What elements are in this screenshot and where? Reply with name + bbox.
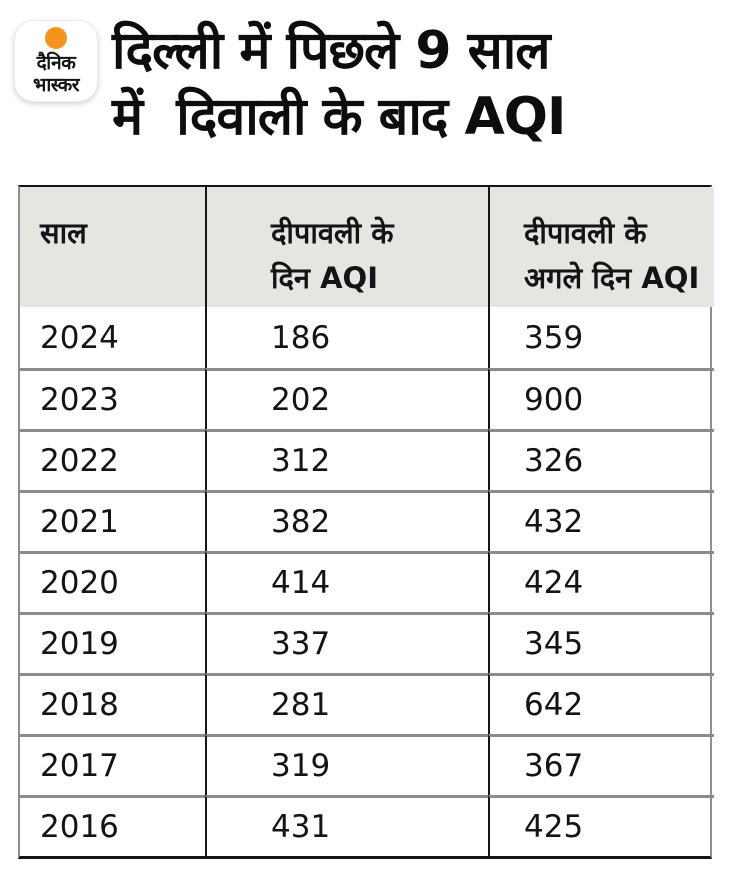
col-header-diwali-day-line2: दिन AQI [271,261,378,295]
title-line-1: दिल्ली में पिछले 9 साल [112,21,551,81]
next-day-aqi-cell: 432 [488,490,714,551]
col-header-year-label: साल [40,216,87,250]
col-header-next-day-line1: दीपावली के [524,216,647,250]
sun-dot-icon [45,26,67,49]
year-cell: 2018 [20,673,205,734]
year-cell: 2024 [40,319,119,356]
diwali-day-aqi-cell: 312 [205,429,488,490]
diwali-day-aqi-cell: 319 [205,734,488,795]
next-day-aqi-cell: 326 [488,429,714,490]
diwali-day-aqi-cell: 281 [205,673,488,734]
aqi-table: साल दीपावली के दिन AQI दीपावली के अगले द… [18,185,714,859]
year-cell: 2019 [20,612,205,673]
logo-text-line1: दैनिक [36,51,76,74]
year-cell: 2017 [20,734,205,795]
col-header-diwali-day-line1: दीपावली के [271,216,394,250]
next-day-aqi-cell: 425 [488,795,714,856]
year-cell: 2022 [20,429,205,490]
col-header-next-day-line2: अगले दिन AQI [524,261,700,295]
next-day-aqi-cell: 345 [488,612,714,673]
col-header-next-day: दीपावली के अगले दिन AQI [488,187,714,307]
diwali-day-aqi-cell: 202 [205,368,488,429]
diwali-day-aqi-cell: 337 [205,612,488,673]
year-cell: 2021 [20,490,205,551]
diwali-day-aqi-cell: 186 [205,307,488,368]
diwali-day-aqi-cell: 414 [205,551,488,612]
diwali-day-aqi-cell: 431 [205,795,488,856]
next-day-aqi-cell: 367 [488,734,714,795]
page-title: दिल्ली में पिछले 9 साल में दिवाली के बाद… [112,18,566,150]
title-line-2: में दिवाली के बाद AQI [112,87,566,147]
col-header-year: साल [20,187,205,307]
next-day-aqi-cell: 359 [488,307,714,368]
year-cell: 2016 [20,795,205,856]
logo-text-line2: भास्कर [32,73,80,96]
year-cell: 2023 [20,368,205,429]
next-day-aqi-cell: 642 [488,673,714,734]
dainik-bhaskar-logo: दैनिक भास्कर [14,20,98,102]
diwali-day-aqi-cell: 382 [205,490,488,551]
next-day-aqi-cell: 424 [488,551,714,612]
year-cell: 2020 [20,551,205,612]
col-header-diwali-day: दीपावली के दिन AQI [205,187,488,307]
next-day-aqi-cell: 900 [488,368,714,429]
